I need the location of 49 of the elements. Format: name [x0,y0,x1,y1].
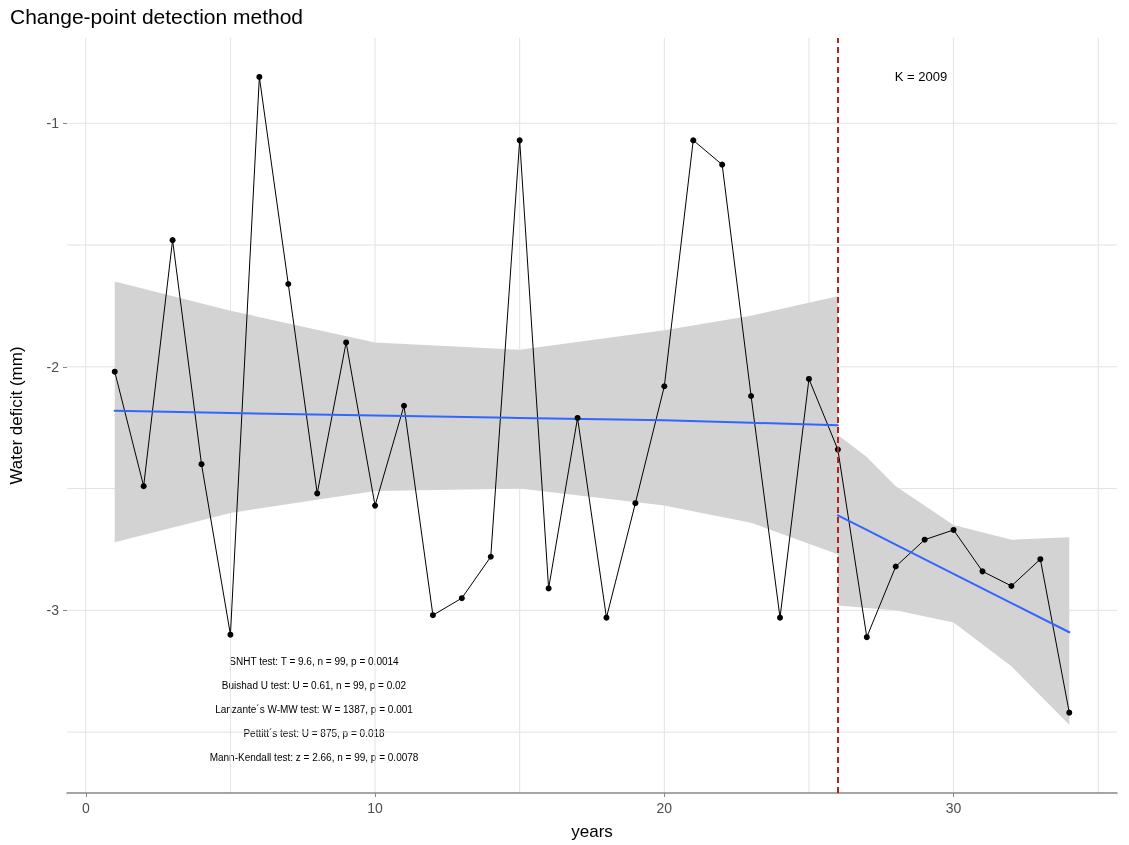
annotation: Buishad U test: U = 0.61, n = 99, p = 0.02 [221,679,407,691]
point [169,237,176,244]
point [1037,556,1044,563]
point [690,137,697,144]
point [140,483,147,490]
y-tick-label: -3 [46,602,60,619]
point [227,631,234,638]
x-tick-label: 0 [81,800,90,816]
y-tick-label: -1 [46,115,60,132]
x-tick-label: 30 [945,800,962,816]
chart-title: Change-point detection method [10,5,304,28]
point [574,414,581,421]
annotation: Mann-Kendall test: z = 2.66, n = 99, p = 0.0078 [209,751,419,763]
point [950,526,957,533]
point [285,280,292,287]
point [921,536,928,543]
point [400,402,407,409]
annotation: K = 2009 [894,69,948,84]
x-tick-label: 20 [656,800,673,816]
point [458,595,465,602]
line-series [836,514,1071,634]
line-series [113,409,839,427]
point [256,73,263,80]
point [1008,582,1015,589]
point [198,461,205,468]
point [343,339,350,346]
annotation: Pettitt´s test: U = 875, p = 0.018 [243,727,386,739]
point [863,634,870,641]
point [429,612,436,619]
point [603,614,610,621]
point [372,502,379,509]
y-tick-label: -2 [46,358,60,375]
point [487,553,494,560]
point [748,393,755,400]
point [516,137,523,144]
point [719,161,726,168]
point [805,375,812,382]
x-tick-label: 10 [367,800,384,816]
point [777,614,784,621]
x-axis-title: years [571,822,613,841]
point [545,585,552,592]
point [1066,709,1073,716]
point [314,490,321,497]
y-axis-title: Water deficit (mm) [7,346,26,485]
point [661,383,668,390]
point [111,368,118,375]
point [632,500,639,507]
annotation: Lanzante´s W-MW test: W = 1387, p = 0.001 [215,703,414,715]
annotation: SNHT test: T = 9.6, n = 99, p = 0.0014 [229,655,400,667]
